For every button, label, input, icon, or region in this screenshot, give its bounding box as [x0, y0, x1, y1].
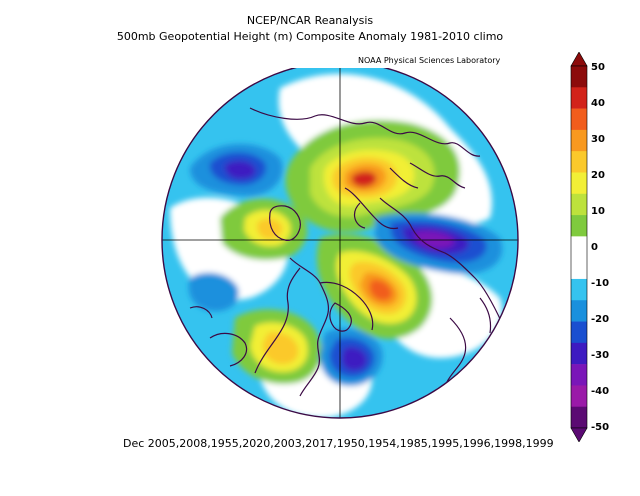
colorbar-segment	[571, 66, 587, 88]
ridge-central-red	[369, 279, 392, 301]
colorbar-segment	[571, 321, 587, 344]
ridge-west-gold	[257, 218, 283, 240]
colorbar	[570, 52, 588, 442]
coastlines	[189, 107, 503, 397]
colorbar-tick-label: -10	[591, 278, 610, 289]
composite-years: Dec 2005,2008,1955,2020,2003,2017,1950,1…	[123, 437, 554, 450]
ridge-pacific-gold	[262, 332, 299, 365]
colorbar-tick-label: 50	[591, 62, 605, 73]
colorbar-segment	[571, 385, 587, 408]
coastline-alaska	[189, 306, 248, 367]
colorbar-tick-label: -40	[591, 386, 610, 397]
colorbar-segment	[571, 406, 587, 429]
polar-map	[161, 68, 519, 419]
colorbar-tick-label: 30	[591, 134, 605, 145]
colorbar-tick-label: -20	[591, 314, 610, 325]
graticule	[162, 68, 518, 418]
colorbar-segment	[571, 278, 587, 301]
credit-label: NOAA Physical Sciences Laboratory	[358, 56, 501, 65]
ridge-europe-core	[351, 171, 377, 187]
colorbar-tick-label: 10	[591, 206, 605, 217]
trough-east-purple	[414, 230, 455, 249]
colorbar-arrow-bottom	[570, 427, 588, 442]
colorbar-tick-label: 0	[591, 242, 598, 253]
colorbar-segment	[571, 87, 587, 109]
trough-north-purple	[224, 160, 256, 180]
colorbar-tick-label: -50	[591, 422, 610, 433]
map-boundary	[161, 68, 519, 419]
coastline-north-america	[254, 257, 374, 397]
coastline-eurasia	[249, 107, 503, 324]
colorbar-segment	[571, 129, 587, 152]
colorbar-segment	[571, 236, 587, 258]
coastline-asia-east	[444, 297, 492, 387]
colorbar-segment	[571, 172, 587, 195]
coastline-greenland	[269, 205, 301, 241]
trough-west-blue	[188, 272, 239, 312]
coastline-europe	[344, 167, 419, 230]
anomaly-field	[162, 68, 518, 418]
colorbar-tick-label: 40	[591, 98, 605, 109]
colorbar-segment	[571, 364, 587, 386]
colorbar-tick-label: 20	[591, 170, 605, 181]
colorbar-tick-label: -30	[591, 350, 610, 361]
colorbar-arrow-top	[570, 52, 588, 67]
colorbar-segment	[571, 257, 587, 280]
colorbar-segment	[571, 300, 587, 322]
map-title: NCEP/NCAR Reanalysis	[246, 14, 374, 27]
map-subtitle: 500mb Geopotential Height (m) Composite …	[116, 30, 504, 43]
coastline-hudson	[329, 302, 352, 332]
colorbar-segment	[571, 193, 587, 216]
colorbar-segment	[571, 215, 587, 237]
trough-south-indigo	[341, 347, 367, 371]
colorbar-segment	[571, 342, 587, 365]
colorbar-segment	[571, 151, 587, 173]
colorbar-segment	[571, 108, 587, 131]
